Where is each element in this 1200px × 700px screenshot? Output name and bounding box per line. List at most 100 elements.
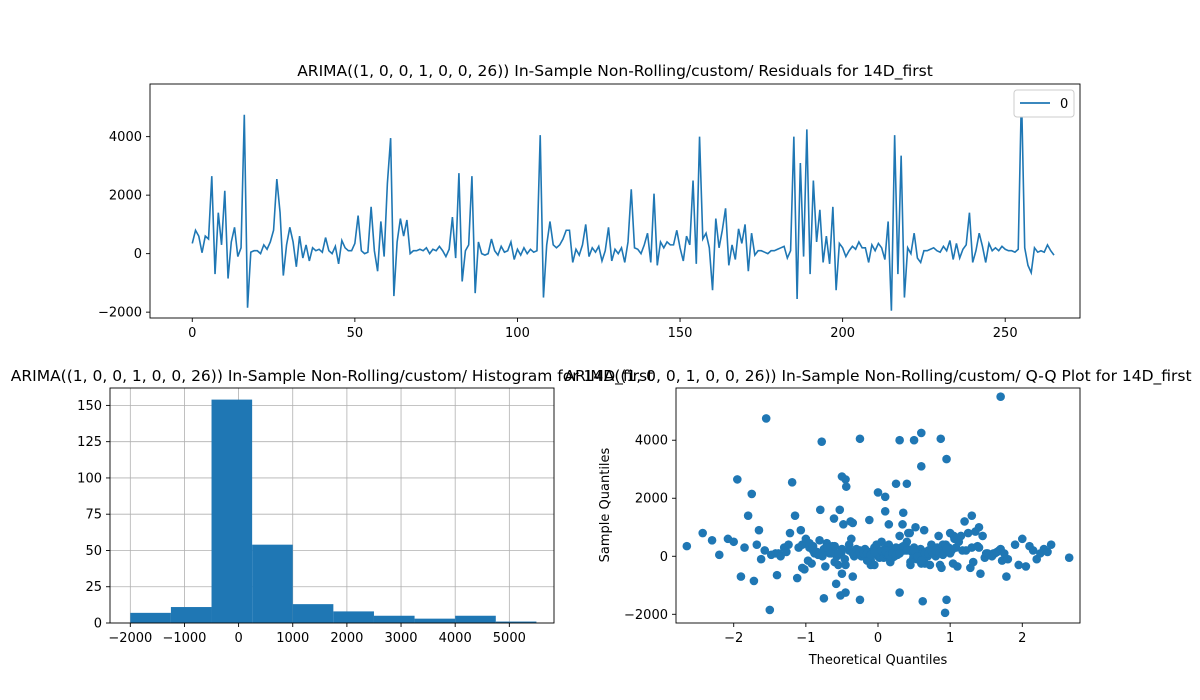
qq-point (782, 547, 791, 557)
qq-point (902, 546, 912, 555)
qq-point (855, 434, 865, 444)
qq-point (968, 557, 978, 567)
qq-point (787, 477, 797, 487)
histogram-chart-title: ARIMA((1, 0, 0, 1, 0, 0, 26)) In-Sample … (11, 367, 653, 386)
qq-point (916, 428, 926, 438)
qq-point (848, 572, 858, 581)
qq-point (919, 525, 929, 535)
qq-ticks: −2 −1 0 1 2 −2000 0 2000 4000 (624, 434, 1026, 646)
qq-point (829, 514, 839, 523)
qq-point (847, 534, 856, 544)
qq-point (830, 541, 840, 551)
qq-point (905, 528, 915, 538)
residuals-chart-title: ARIMA((1, 0, 0, 1, 0, 0, 26)) In-Sample … (297, 62, 933, 81)
qq-point (916, 556, 926, 565)
qq-y-tick-label: −2000 (624, 608, 668, 623)
qq-point (925, 560, 935, 570)
residuals-x-tick-label: 150 (668, 326, 693, 341)
qq-point (1028, 546, 1038, 555)
qq-point (772, 570, 782, 580)
qq-point (1003, 554, 1013, 564)
qq-plot-frame (675, 387, 1081, 624)
qq-point (895, 531, 904, 541)
qq-point (909, 435, 919, 445)
qq-point (740, 543, 749, 552)
qq-point (937, 563, 946, 573)
histogram-bar (455, 615, 496, 623)
residuals-series-line (191, 92, 1055, 311)
residuals-x-tick-label: 100 (505, 326, 530, 341)
legend: 0 (1013, 89, 1075, 118)
qq-point (839, 520, 848, 529)
histogram-y-tick-label: 150 (77, 399, 102, 414)
histogram-x-tick-label: 4000 (439, 631, 472, 646)
residuals-x-tick-label: 250 (993, 326, 1018, 341)
qq-point (682, 541, 692, 551)
qq-point (841, 482, 851, 491)
histogram-ticks: −2000 −1000 0 1000 2000 3000 4000 5000 0 25 50 75 10… (77, 399, 526, 646)
histogram-x-tick-label: 5000 (493, 631, 526, 646)
qq-point (978, 531, 987, 541)
qq-point (880, 507, 890, 516)
qq-point (996, 392, 1005, 402)
qq-point (1017, 534, 1027, 544)
histogram-bar (130, 612, 171, 623)
qq-x-tick-label: −1 (796, 631, 815, 646)
histogram-bar (170, 607, 212, 623)
qq-point (812, 547, 821, 557)
qq-point (918, 596, 928, 606)
qq-point (837, 569, 847, 578)
qq-point (792, 573, 802, 583)
qq-point (956, 531, 966, 541)
qq-point (729, 537, 739, 547)
qq-plot-chart: −2 −1 0 1 2 −2000 0 2000 4000 Theoretical Quanti… (598, 387, 1081, 668)
residuals-x-tick-label: 200 (830, 326, 855, 341)
qq-point (916, 462, 926, 471)
histogram-plot-frame (109, 387, 555, 624)
qq-point (752, 540, 762, 549)
histogram-y-tick-label: 125 (77, 435, 102, 450)
qq-point (815, 505, 825, 515)
qq-point (1002, 572, 1011, 581)
qq-point (1010, 540, 1020, 549)
qq-point (976, 569, 985, 578)
qq-point (870, 547, 879, 557)
qq-point (895, 549, 904, 558)
qq-x-tick-label: 2 (1018, 631, 1026, 646)
qq-point (1064, 553, 1074, 563)
residuals-y-tick-label: 0 (134, 247, 142, 262)
qq-point (749, 576, 759, 586)
qq-point (747, 489, 757, 499)
histogram-x-tick-label: 3000 (384, 631, 417, 646)
qq-point (877, 537, 886, 547)
histogram-x-tick-label: −2000 (108, 631, 152, 646)
qq-point (895, 588, 904, 597)
qq-y-tick-label: 2000 (635, 492, 668, 507)
qq-point (736, 572, 746, 581)
qq-point (953, 562, 962, 571)
qq-point (911, 522, 920, 532)
histogram-y-tick-label: 50 (85, 544, 102, 559)
qq-point (698, 528, 707, 538)
histogram-bar (414, 618, 456, 623)
qq-point (834, 560, 843, 570)
qq-point (826, 549, 836, 558)
qq-point (898, 520, 907, 529)
qq-x-tick-label: 1 (946, 631, 954, 646)
qq-points (682, 392, 1074, 618)
qq-point (940, 608, 950, 618)
histogram-bars (130, 399, 537, 623)
histogram-bar (252, 544, 293, 623)
histogram-bar (211, 399, 253, 623)
qq-point (796, 525, 806, 535)
qq-point (960, 517, 969, 526)
qq-point (895, 435, 904, 445)
residuals-plot-frame (149, 83, 1081, 319)
histogram-x-tick-label: −1000 (162, 631, 206, 646)
qq-point (855, 595, 865, 605)
qq-point (790, 511, 800, 520)
qq-point (841, 560, 850, 570)
qq-x-tick-label: 0 (874, 631, 882, 646)
qq-point (743, 511, 753, 520)
qq-x-tick-label: −2 (724, 631, 743, 646)
